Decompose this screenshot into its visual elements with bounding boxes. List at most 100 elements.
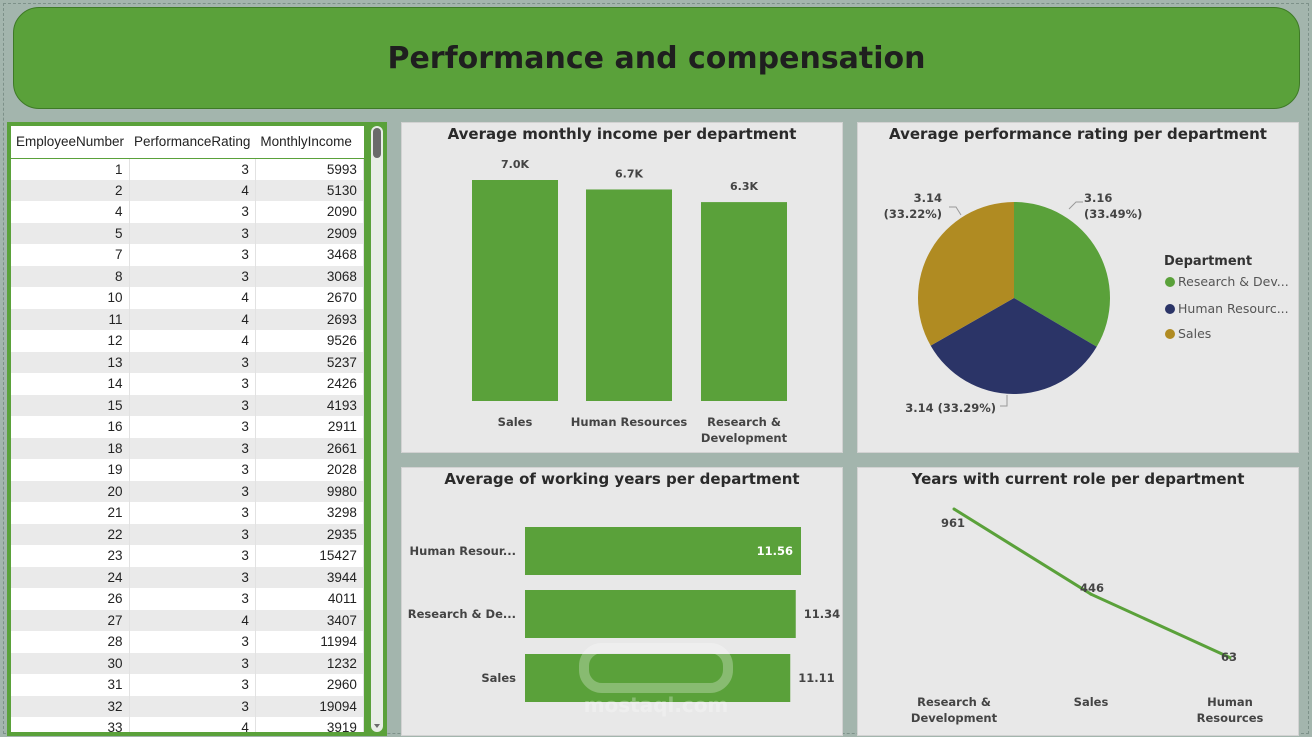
table-row[interactable]: 4 3 2090 (11, 201, 364, 223)
legend-item-label: Research & Dev... (1178, 274, 1289, 289)
scrollbar-thumb[interactable] (373, 128, 381, 158)
table-row[interactable]: 27 4 3407 (11, 609, 364, 631)
leader-line (949, 206, 962, 216)
table-row[interactable]: 24 3 3944 (11, 566, 364, 588)
cell-employee-number: 20 (11, 480, 130, 502)
table-row[interactable]: 2 4 5130 (11, 179, 364, 201)
table-row[interactable]: 14 3 2426 (11, 373, 364, 395)
table-row[interactable]: 11 4 2693 (11, 308, 364, 330)
chart-title: Average monthly income per department (447, 125, 797, 143)
cell-employee-number: 21 (11, 502, 130, 524)
pie-percent-label: (33.22%) (884, 207, 942, 221)
cell-employee-number: 19 (11, 459, 130, 481)
cell-performance-rating: 3 (129, 244, 256, 266)
table-row[interactable]: 13 3 5237 (11, 351, 364, 373)
column-header-monthly-income[interactable]: MonthlyIncome (255, 126, 364, 159)
cell-performance-rating: 3 (129, 545, 256, 567)
table-row[interactable]: 18 3 2661 (11, 437, 364, 459)
cell-performance-rating: 4 (129, 308, 256, 330)
category-tick-label: Human Resour... (410, 544, 516, 558)
cell-monthly-income: 2960 (255, 674, 364, 696)
table-scrollbar[interactable] (371, 126, 383, 732)
cell-monthly-income: 5993 (255, 158, 364, 180)
legend-swatch-icon (1165, 277, 1175, 287)
pie-slice-1 (930, 298, 1097, 395)
legend-item-label: Sales (1178, 326, 1211, 341)
cell-employee-number: 23 (11, 545, 130, 567)
cell-employee-number: 28 (11, 631, 130, 653)
monthly-income-chart-panel: Average monthly income per department 7.… (401, 122, 843, 453)
bar-data-label: 11.11 (798, 671, 834, 685)
cell-monthly-income: 3919 (255, 717, 364, 732)
cell-performance-rating: 3 (129, 588, 256, 610)
cell-monthly-income: 5130 (255, 179, 364, 201)
pie-slice-0 (1014, 202, 1110, 347)
page-title: Performance and compensation (387, 40, 926, 76)
scroll-down-arrow-icon[interactable] (373, 722, 381, 730)
category-tick-label: Development (911, 711, 998, 725)
table-row[interactable]: 26 3 4011 (11, 588, 364, 610)
table-row[interactable]: 33 4 3919 (11, 717, 364, 732)
cell-employee-number: 30 (11, 652, 130, 674)
income-bar-1 (586, 189, 672, 401)
table-row[interactable]: 16 3 2911 (11, 416, 364, 438)
table-row[interactable]: 7 3 3468 (11, 244, 364, 266)
pie-data-label: 3.14 (33.29%) (905, 401, 996, 415)
pie-data-label: 3.16 (1084, 191, 1112, 205)
cell-monthly-income: 2909 (255, 222, 364, 244)
table-row[interactable]: 23 3 15427 (11, 545, 364, 567)
table-row[interactable]: 5 3 2909 (11, 222, 364, 244)
table-row[interactable]: 28 3 11994 (11, 631, 364, 653)
cell-monthly-income: 2661 (255, 437, 364, 459)
legend-swatch-icon (1165, 304, 1175, 314)
cell-performance-rating: 3 (129, 566, 256, 588)
cell-monthly-income: 9526 (255, 330, 364, 352)
years-bar-2 (525, 654, 791, 702)
table-row[interactable]: 31 3 2960 (11, 674, 364, 696)
cell-performance-rating: 3 (129, 502, 256, 524)
table-row[interactable]: 15 3 4193 (11, 394, 364, 416)
table-row[interactable]: 12 4 9526 (11, 330, 364, 352)
cell-monthly-income: 3298 (255, 502, 364, 524)
table-row[interactable]: 19 3 2028 (11, 459, 364, 481)
table-row[interactable]: 8 3 3068 (11, 265, 364, 287)
pie-slice-2 (918, 202, 1014, 346)
cell-performance-rating: 3 (129, 416, 256, 438)
table-row[interactable]: 30 3 1232 (11, 652, 364, 674)
cell-employee-number: 12 (11, 330, 130, 352)
income-bar-2 (701, 202, 787, 401)
cell-performance-rating: 3 (129, 158, 256, 180)
years-bar-1 (525, 590, 796, 638)
cell-performance-rating: 4 (129, 717, 256, 732)
cell-employee-number: 2 (11, 179, 130, 201)
cell-performance-rating: 3 (129, 351, 256, 373)
table-row[interactable]: 22 3 2935 (11, 523, 364, 545)
cell-performance-rating: 3 (129, 201, 256, 223)
performance-rating-chart-panel: Average performance rating per departmen… (857, 122, 1299, 453)
monthly-income-chart: 7.0K Sales 6.7K Human Resources 6.3K Research… (472, 158, 788, 445)
table-row[interactable]: 1 3 5993 (11, 158, 364, 180)
employee-table: EmployeeNumber PerformanceRating Monthly… (11, 126, 364, 732)
cell-employee-number: 15 (11, 394, 130, 416)
chart-title: Average of working years per department (444, 470, 800, 488)
cell-employee-number: 27 (11, 609, 130, 631)
category-tick-label: Research & (707, 415, 781, 429)
legend-title: Department (1164, 254, 1252, 269)
cell-monthly-income: 4011 (255, 588, 364, 610)
line-data-label: 446 (1080, 581, 1104, 595)
cell-employee-number: 14 (11, 373, 130, 395)
table-row[interactable]: 21 3 3298 (11, 502, 364, 524)
table-row[interactable]: 20 3 9980 (11, 480, 364, 502)
current-role-chart-panel: Years with current role per department 9… (857, 467, 1299, 736)
table-row[interactable]: 10 4 2670 (11, 287, 364, 309)
column-header-employee-number[interactable]: EmployeeNumber (11, 126, 130, 159)
cell-performance-rating: 4 (129, 287, 256, 309)
cell-performance-rating: 3 (129, 394, 256, 416)
chart-title: Average performance rating per departmen… (889, 125, 1267, 143)
table-row[interactable]: 32 3 19094 (11, 695, 364, 717)
category-tick-label: Sales (498, 415, 533, 429)
cell-employee-number: 33 (11, 717, 130, 732)
employee-table-viewport[interactable]: EmployeeNumber PerformanceRating Monthly… (11, 126, 364, 732)
pie-data-label: 3.14 (914, 191, 942, 205)
column-header-performance-rating[interactable]: PerformanceRating (129, 126, 256, 159)
